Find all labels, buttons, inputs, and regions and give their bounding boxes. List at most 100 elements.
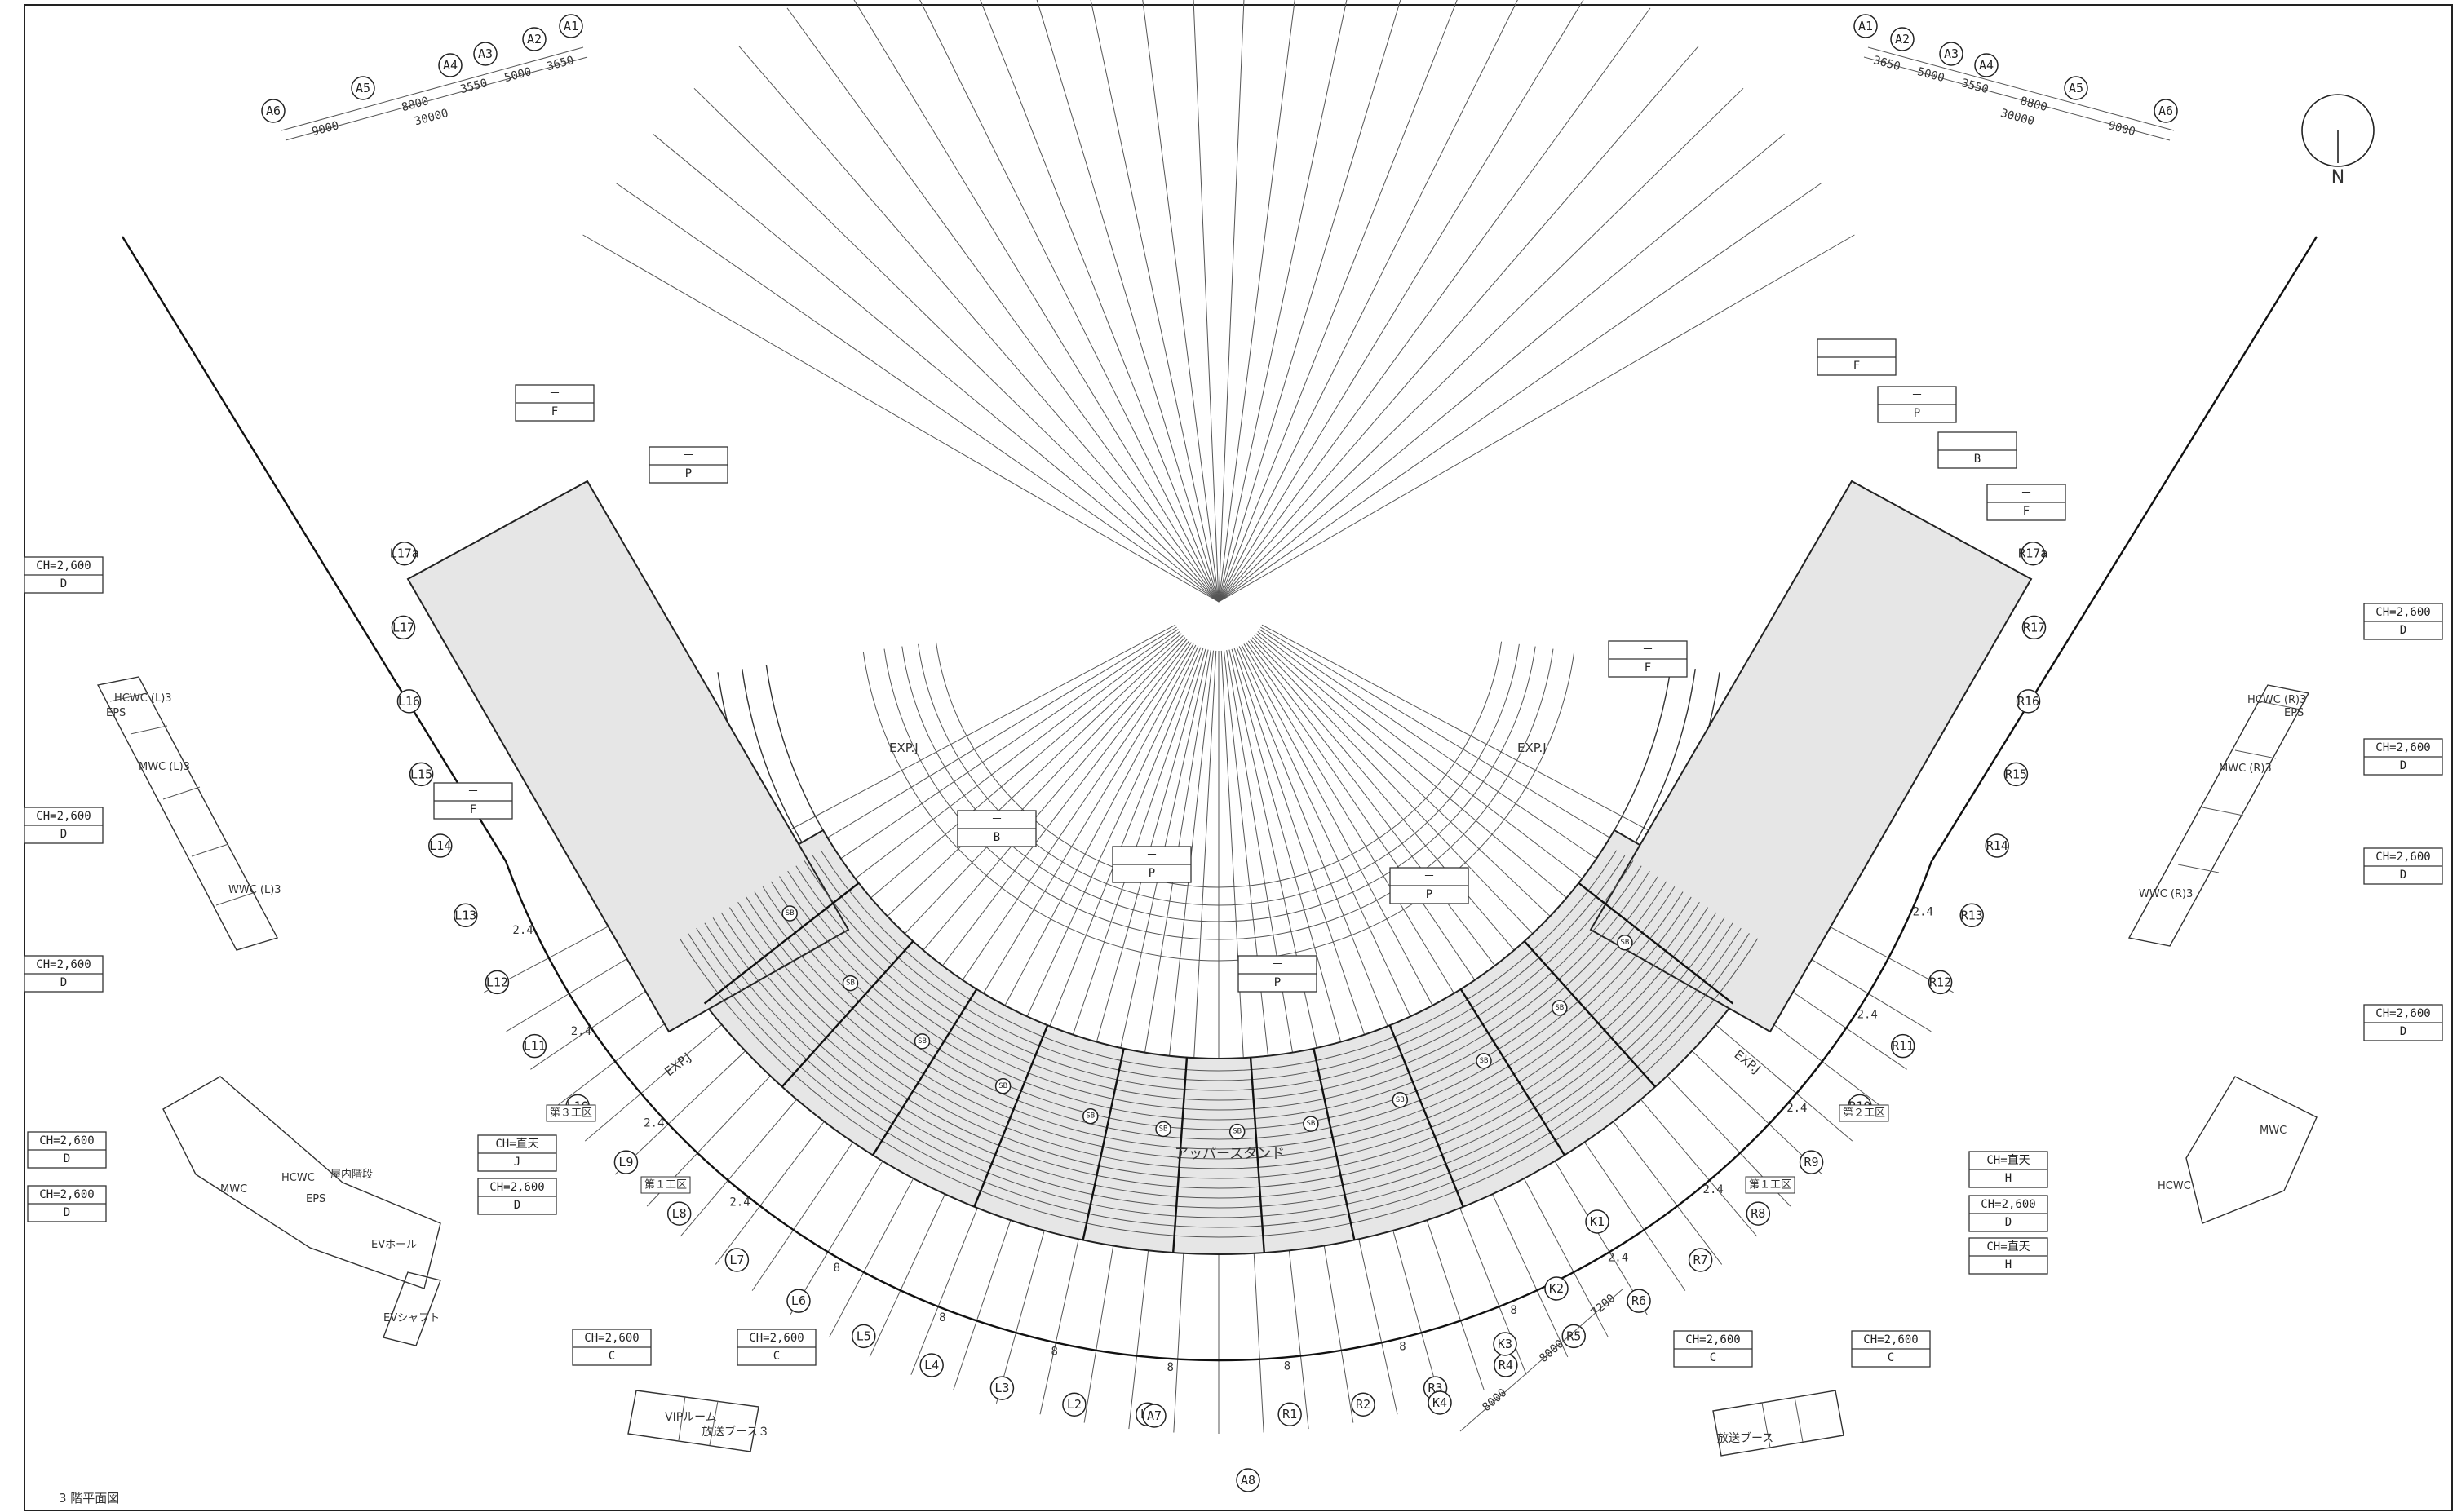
tag-top-text: CH=2,600	[2375, 1007, 2430, 1020]
grid-bubble-r17a: R17a	[2018, 541, 2048, 566]
tag-top-text: －	[1642, 643, 1653, 657]
dim-right-4: 8800	[2019, 95, 2049, 114]
tag-bottom-text: D	[2400, 869, 2406, 882]
upper-radial-line	[1193, 0, 1220, 603]
sb-marker: SB	[1082, 1107, 1099, 1125]
stand-wing-left	[406, 480, 850, 1033]
stand-divider	[781, 940, 914, 1088]
spacing-label: 2.4	[1703, 1183, 1724, 1196]
spacing-label: 2.4	[1857, 1009, 1878, 1022]
radial-line	[1228, 649, 1398, 1415]
grid-bubble-a7: A7	[1142, 1404, 1167, 1428]
finish-tag: －F	[1986, 484, 2066, 521]
broadcast-3-label: 放送ブース３	[702, 1425, 769, 1439]
finish-tag: CH=2,600 D	[1968, 1195, 2048, 1232]
grid-bubble-k1: K1	[1585, 1209, 1609, 1234]
upper-radial-line	[1218, 7, 1651, 603]
seat-row	[787, 870, 1650, 1111]
radial-line	[1173, 650, 1217, 1433]
grid-bubble-label: L9	[618, 1155, 633, 1169]
grid-bubble-label: L6	[791, 1293, 806, 1308]
tag-top-text: －	[467, 785, 479, 798]
grid-bubble-l4: L4	[919, 1353, 944, 1377]
broadcast-right-block: 放送ブース	[1712, 1390, 1844, 1457]
spacing-labels: 2.4 2.4 2.4 2.4 2.4 8 8 8 8 8 8 8 2.4 2.4 2.4 2.4	[512, 905, 1933, 1374]
upper-radial-line	[1218, 0, 1401, 603]
spacing-label: 2.4	[1913, 905, 1933, 918]
grid-bubble-a4: A4	[438, 53, 463, 77]
arc-line	[918, 643, 1520, 906]
grid-bubble-a2: A2	[522, 27, 547, 51]
sb-marker: SB	[1155, 1121, 1171, 1138]
tag-top-text: CH=直天	[1986, 1153, 2030, 1167]
grid-bubble-label: A8	[1241, 1473, 1255, 1488]
tag-bottom-text: B	[1974, 453, 1981, 466]
stand-divider	[973, 1024, 1049, 1208]
upper-radial-line	[853, 0, 1220, 603]
grid-bubble-l9: L9	[613, 1150, 639, 1174]
sb-marker: SB	[842, 975, 859, 992]
upper-radial-line	[738, 46, 1220, 603]
grid-bubble-r5: R5	[1561, 1324, 1586, 1349]
radial-line	[506, 626, 1177, 1032]
seat-row	[812, 855, 1626, 1081]
finish-tag: －F	[1608, 640, 1688, 678]
grid-bubble-l15: L15	[409, 762, 434, 787]
grid-bubble-label: A2	[1895, 32, 1910, 46]
grid-bubble-r14: R14	[1985, 833, 2009, 858]
exp-joint-diag-right: EXP.J	[1732, 1047, 1764, 1077]
finish-tag: CH=2,600 D	[2363, 1004, 2443, 1041]
radial-line	[1236, 647, 1527, 1375]
radial-line	[715, 640, 1190, 1265]
radial-line	[1231, 648, 1442, 1404]
seat-row	[804, 860, 1634, 1091]
tag-top-text: －	[683, 449, 694, 462]
seat-row	[754, 891, 1684, 1150]
finish-tag: CH=2,600 D	[24, 556, 104, 594]
upper-radial-line	[1218, 0, 1295, 603]
stand-divider	[1523, 940, 1657, 1088]
finish-tag: CH=2,600 D	[27, 1185, 107, 1222]
tag-top-text: －	[1911, 389, 1923, 402]
tag-top-text: CH=直天	[1986, 1240, 2030, 1253]
radial-line	[1246, 642, 1686, 1291]
mwc-left-label: MWC	[220, 1183, 247, 1196]
grid-bubble-label: R17a	[2018, 546, 2048, 561]
spacing-label: 8	[1399, 1341, 1406, 1354]
grid-bubble-label: R12	[1929, 975, 1951, 989]
grid-bubble-l8: L8	[666, 1201, 692, 1226]
grid-bubble-a3: A3	[473, 42, 498, 66]
zone-labels: 第３工区 第１工区 第２工区 第１工区	[546, 1104, 1889, 1194]
grid-bubble-label: R2	[1356, 1397, 1370, 1412]
stand-divider	[1578, 882, 1734, 1005]
ev-hall-label: EVホール	[371, 1239, 417, 1251]
tag-bottom-text: F	[1645, 661, 1651, 674]
grid-bubble-label: L12	[486, 975, 508, 989]
spacing-label: 8	[1284, 1359, 1290, 1373]
radial-line	[1223, 650, 1309, 1430]
finish-tag: CH=2,600 D	[477, 1178, 557, 1215]
grid-bubble-label: A6	[2158, 104, 2173, 118]
stand-divider	[1171, 1057, 1189, 1253]
grid-bubble-label: L2	[1067, 1397, 1082, 1412]
grid-bubble-r15: R15	[2003, 762, 2029, 787]
grid-bubble-label: A1	[564, 19, 578, 33]
grid-bubble-label: L17a	[390, 546, 419, 561]
exp-joint-right-label: EXP.J	[1517, 741, 1547, 755]
zone-1-left-label: 第１工区	[644, 1179, 687, 1191]
upper-radial-line	[653, 133, 1220, 603]
tag-top-text: －	[1851, 342, 1862, 355]
tag-top-text: －	[1146, 849, 1158, 862]
wwc-r3-label: WWC (R)3	[2139, 888, 2193, 900]
grid-bubble-r11: R11	[1890, 1033, 1915, 1059]
grid-bubble-label: R15	[2005, 767, 2027, 781]
upper-radial-line	[1218, 0, 1518, 603]
grid-bubble-label: A1	[1858, 19, 1873, 33]
eps-right-label: EPS	[2284, 707, 2304, 719]
spacing-label: 8	[939, 1311, 945, 1324]
upper-radial-line	[1142, 0, 1220, 603]
seat-row	[679, 938, 1759, 1238]
dim-bottom-3: 7200	[1588, 1292, 1618, 1320]
exp-joint-diag-left: EXP.J	[662, 1050, 693, 1079]
stand-divider	[1459, 988, 1565, 1156]
